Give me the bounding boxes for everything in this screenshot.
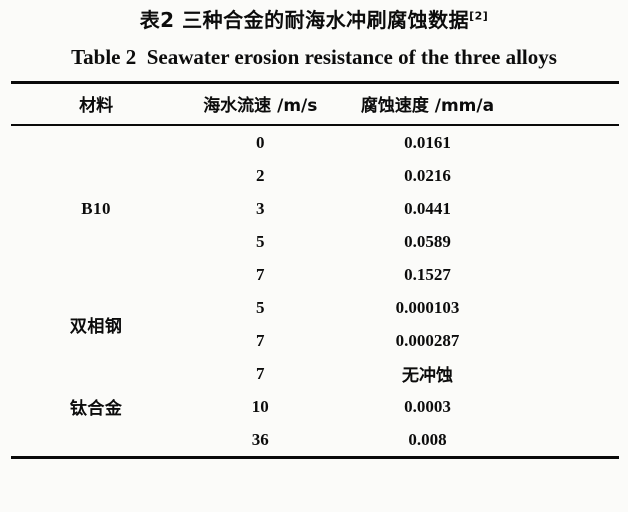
- table-row: 钛合金 7 无冲蚀: [11, 357, 619, 420]
- flow-velocity-cell: 7: [256, 330, 265, 350]
- material-cell-b10: B10: [81, 198, 112, 218]
- header-row: 材料 海水流速 /m/s 腐蚀速度 /mm/a: [11, 82, 619, 126]
- corrosion-rate-cell: 0.0161: [404, 132, 451, 152]
- corrosion-rate-cell: 0.0589: [404, 231, 451, 251]
- col-header-flow-velocity: 海水流速 /m/s: [181, 82, 340, 126]
- table-row: 3 0.0441: [11, 192, 619, 225]
- flow-velocity-cell: 36: [251, 429, 269, 449]
- table-row: 7 0.1527: [11, 258, 619, 291]
- table-row: 2 0.0216: [11, 159, 619, 192]
- table-row: 5 0.0589: [11, 225, 619, 258]
- header-filler: [515, 82, 619, 126]
- table-row: B10 0 0.0161: [11, 125, 619, 218]
- flow-velocity-cell: 3: [256, 198, 265, 218]
- corrosion-rate-cell: 0.1527: [404, 264, 451, 284]
- corrosion-rate-cell: 0.000287: [395, 330, 460, 350]
- flow-velocity-cell: 7: [256, 264, 265, 284]
- table-row: 10 0.0003: [11, 390, 619, 423]
- body-filler: [516, 125, 619, 458]
- corrosion-rate-cell: 0.000103: [395, 297, 460, 317]
- citation-superscript: [2]: [469, 9, 489, 23]
- material-cell-duplex-steel: 双相钢: [69, 316, 123, 337]
- table-row: 双相钢 5 0.000103: [11, 291, 619, 337]
- flow-velocity-cell: 2: [256, 165, 265, 185]
- flow-velocity-cell: 5: [256, 231, 265, 251]
- flow-velocity-cell: 0: [256, 132, 265, 152]
- corrosion-rate-cell: 无冲蚀: [401, 366, 453, 386]
- flow-velocity-cell: 5: [256, 297, 265, 317]
- table-row: 36 0.008: [11, 423, 619, 458]
- col-header-corrosion-rate: 腐蚀速度 /mm/a: [339, 82, 516, 126]
- table-caption-zh-text: 表2 三种合金的耐海水冲刷腐蚀数据: [139, 8, 470, 32]
- corrosion-rate-cell: 0.008: [408, 429, 447, 449]
- flow-velocity-cell: 7: [256, 363, 265, 383]
- table-caption-zh: 表2 三种合金的耐海水冲刷腐蚀数据[2]: [0, 7, 628, 33]
- corrosion-rate-cell: 0.0441: [404, 198, 451, 218]
- flow-velocity-cell: 10: [251, 396, 269, 416]
- material-cell-titanium-alloy: 钛合金: [69, 399, 123, 419]
- table-row: 7 0.000287: [11, 324, 619, 357]
- table-caption-en: Table 2 Seawater erosion resistance of t…: [71, 45, 557, 69]
- corrosion-rate-cell: 0.0216: [404, 165, 451, 185]
- corrosion-rate-cell: 0.0003: [404, 396, 451, 416]
- seawater-erosion-table: 材料 海水流速 /m/s 腐蚀速度 /mm/a B10 0 0.0161 2 0…: [11, 81, 619, 459]
- col-header-material: 材料: [11, 82, 182, 126]
